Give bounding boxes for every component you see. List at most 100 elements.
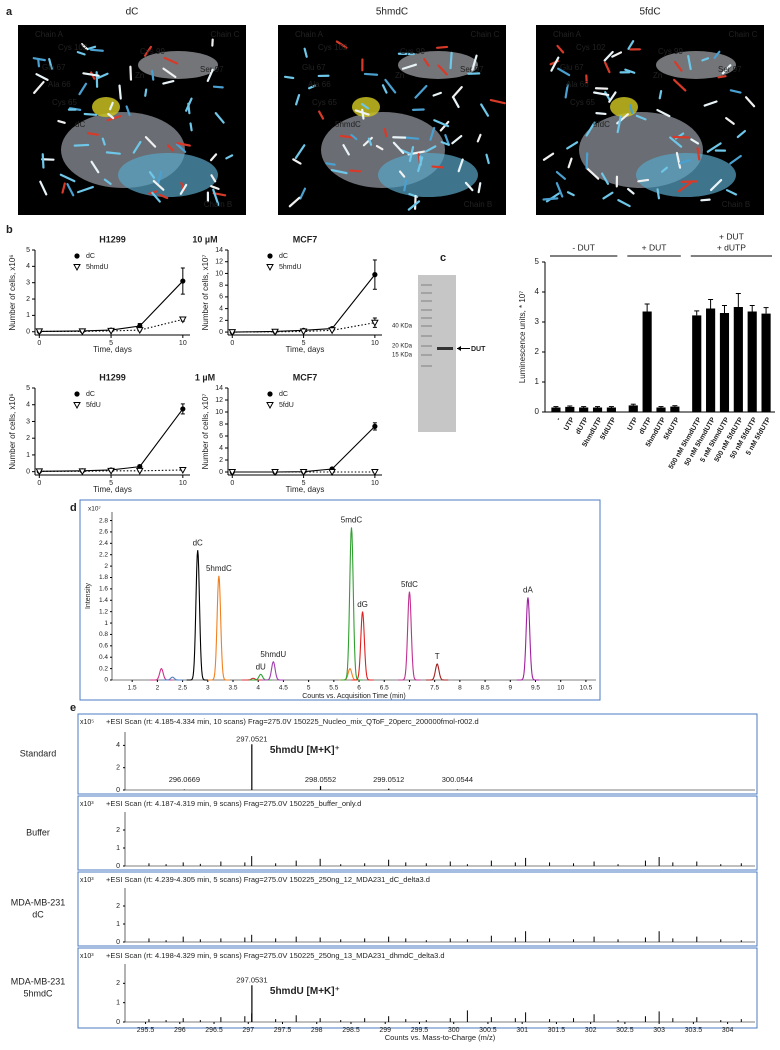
stick: [384, 78, 397, 94]
point: [178, 316, 187, 324]
gel-marker: 20 KDa: [392, 344, 413, 350]
x-tick-label: 296.5: [205, 1027, 223, 1034]
x-tick-label: 6.5: [380, 685, 389, 692]
y-tick-label: 0.6: [99, 643, 108, 650]
condition-label: 10 µM: [192, 234, 217, 244]
y-tick-label: 1: [535, 377, 540, 386]
structure-label: Zn: [395, 71, 404, 80]
peak: [351, 611, 374, 681]
point: [78, 468, 87, 476]
y-tick-label: 12: [215, 397, 223, 404]
row-label: Standard: [20, 748, 57, 758]
x-tick-label: 298.5: [342, 1027, 360, 1034]
bar: [719, 313, 730, 412]
x-tick-label: 302.5: [616, 1027, 634, 1034]
y-multiplier: x10⁷: [88, 506, 101, 513]
stick: [725, 117, 735, 125]
gel-arrow-head: [457, 346, 461, 351]
scan-header: +ESI Scan (rt: 4.187-4.319 min, 9 scans)…: [106, 799, 361, 808]
y-tick-label: 10: [215, 270, 223, 277]
stick: [57, 119, 66, 124]
structure-label: Chain B: [204, 200, 232, 209]
y-tick-label: 8: [219, 421, 223, 428]
series-line: [39, 469, 183, 472]
stick: [144, 88, 148, 97]
y-tick-label: 0: [116, 1019, 120, 1026]
stick: [403, 136, 420, 140]
stick: [73, 143, 90, 147]
structure-title: dC: [126, 7, 139, 18]
stick: [90, 160, 100, 174]
gel-image: [418, 275, 456, 432]
peak-label: 5hmdC: [206, 564, 232, 573]
x-tick-label: 0: [230, 340, 234, 347]
y-tick-label: 6: [219, 433, 223, 440]
y-tick-label: 0: [104, 677, 108, 684]
stick: [557, 67, 571, 77]
y-tick-label: 0: [116, 863, 120, 870]
stick: [423, 58, 430, 67]
bar: [747, 311, 757, 412]
y-tick-label: 6: [219, 294, 223, 301]
stick: [611, 51, 623, 58]
stick: [157, 170, 163, 185]
structure-label: Chain C: [471, 30, 500, 39]
bar: [733, 307, 743, 412]
stick: [162, 80, 175, 85]
peak-label: dU: [256, 662, 266, 671]
stick: [210, 174, 217, 183]
x-tick-label: 10: [179, 340, 187, 347]
x-tick-label: 8.5: [481, 685, 490, 692]
structure-label: Ala 66: [308, 80, 331, 89]
stick: [480, 103, 490, 117]
stick: [656, 108, 671, 118]
stick: [179, 183, 188, 195]
stick: [175, 143, 187, 153]
peak-label: 300.0544: [442, 775, 473, 784]
y-tick-label: 14: [215, 247, 223, 254]
y-tick-label: 0: [219, 469, 223, 476]
peak: [161, 676, 184, 681]
bar: [592, 407, 603, 412]
stick: [679, 159, 691, 165]
x-axis-label: Counts vs. Mass-to-Charge (m/z): [385, 1033, 496, 1042]
stick: [392, 141, 405, 154]
stick: [118, 84, 122, 100]
peak-annotation: 5hmdU [M+K]⁺: [270, 745, 340, 756]
legend-marker: [267, 391, 273, 397]
stick: [451, 134, 463, 145]
stick: [407, 200, 421, 211]
group-label: + DUT: [719, 231, 744, 241]
x-tick-label: 7: [408, 685, 412, 692]
structure-label: 5hmdC: [335, 120, 361, 129]
bar: [706, 308, 716, 412]
surface: [378, 153, 478, 197]
x-tick-label: 5: [109, 480, 113, 487]
legend-marker: [74, 391, 80, 397]
x-tick-label: 301.5: [548, 1027, 566, 1034]
x-tick-label: 300.5: [479, 1027, 497, 1034]
scan-header: +ESI Scan (rt: 4.198-4.329 min, 9 scans)…: [106, 951, 445, 960]
bar: [642, 311, 652, 412]
row-label: MDA-MB-231: [11, 897, 66, 907]
x-tick-label: 5: [302, 480, 306, 487]
structure-label: Cys 99: [658, 47, 683, 56]
y-tick-label: 4: [26, 263, 30, 270]
panel-frame: [77, 947, 758, 1029]
stick: [151, 69, 155, 81]
stick: [363, 72, 379, 76]
stick: [736, 129, 747, 139]
stick: [375, 144, 384, 151]
stick: [701, 57, 710, 62]
structure-label: Cys 102: [318, 43, 348, 52]
x-tick-label: 9.5: [531, 685, 540, 692]
chart-title: H1299: [99, 372, 126, 382]
point: [178, 466, 187, 475]
x-tick-label: 295.5: [137, 1027, 155, 1034]
stick: [542, 197, 559, 201]
y-tick-label: 5: [26, 247, 30, 254]
stick: [717, 75, 727, 79]
stick: [132, 140, 142, 154]
x-tick-label: 9: [508, 685, 512, 692]
point: [228, 469, 237, 477]
